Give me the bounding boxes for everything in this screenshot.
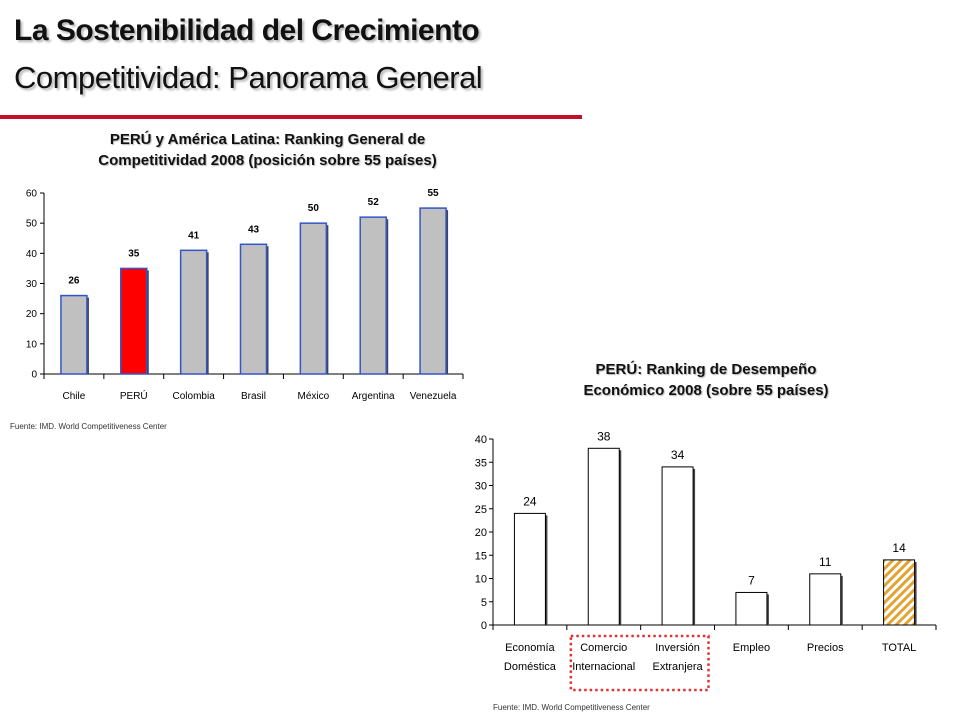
chart1-y-tick-label: 0 [31, 370, 37, 381]
chart1-bar [179, 249, 208, 375]
chart1-bar [239, 243, 268, 375]
chart2-bar [661, 466, 694, 626]
chart2-data-label: 34 [671, 448, 685, 462]
chart2-category-label: TOTAL [882, 642, 916, 654]
chart2-category-label: Empleo [733, 642, 770, 654]
chart2-y-tick-label: 0 [481, 620, 487, 632]
chart2-bar [587, 447, 620, 626]
chart1-title-line2: Competitividad 2008 (posición sobre 55 p… [98, 152, 437, 169]
chart1-data-label: 43 [248, 224, 260, 235]
chart1-source: Fuente: IMD. World Competitiveness Cente… [10, 422, 167, 431]
chart1-data-label: 35 [128, 248, 140, 259]
chart2-category-label: Inversión [655, 642, 700, 654]
chart2-title: PERÚ: Ranking de Desempeño Económico 200… [452, 359, 960, 401]
chart2-title-line2: Económico 2008 (sobre 55 países) [583, 382, 829, 399]
chart2-bar [735, 591, 768, 626]
chart2-data-label: 11 [819, 555, 832, 569]
chart1-category-label: Argentina [352, 391, 395, 402]
chart2-y-tick-label: 35 [475, 457, 487, 469]
chart1-title: PERÚ y América Latina: Ranking General d… [20, 129, 515, 171]
slide-title: La Sostenibilidad del Crecimiento [14, 14, 480, 47]
chart1-bar [359, 216, 387, 375]
chart1-data-label: 52 [368, 197, 380, 208]
chart2-y-tick-label: 30 [475, 481, 487, 493]
chart2-category-label: Precios [807, 642, 844, 654]
chart1-data-label: 50 [308, 203, 320, 214]
chart2-category-label: Internacional [572, 661, 635, 673]
chart2-data-label: 14 [892, 541, 906, 555]
chart1-y-tick-label: 50 [26, 219, 38, 230]
chart1-y-tick-label: 20 [26, 309, 38, 320]
chart1-data-label: 26 [68, 276, 80, 287]
chart1-category-label: México [298, 391, 330, 402]
chart1-data-label: 41 [188, 230, 200, 241]
chart1-title-line1: PERÚ y América Latina: Ranking General d… [109, 131, 426, 148]
chart1-y-tick-label: 10 [26, 339, 38, 350]
slide-subtitle: Competitividad: Panorama General [14, 60, 483, 95]
chart2-category-label: Extranjera [653, 661, 704, 673]
chart2-title-line1: PERÚ: Ranking de Desempeño [595, 361, 817, 378]
chart2-y-tick-label: 40 [475, 434, 487, 446]
chart2-y-tick-label: 25 [475, 504, 487, 516]
chart1-bar [299, 222, 328, 375]
chart2-data-label: 7 [748, 573, 755, 587]
chart1-y-tick-label: 40 [26, 249, 38, 260]
chart2-bar [883, 559, 916, 626]
chart2-data-label: 38 [597, 429, 611, 443]
chart1-category-label: Chile [63, 391, 86, 402]
chart2-y-tick-label: 15 [475, 550, 487, 562]
chart1-bar [419, 207, 447, 375]
chart1-category-label: Venezuela [410, 391, 457, 402]
chart2-y-tick-label: 10 [475, 574, 487, 586]
chart1-bar [120, 267, 148, 375]
chart1-category-label: PERÚ [120, 389, 148, 402]
chart1-data-label: 55 [428, 188, 440, 199]
chart1-category-label: Colombia [173, 391, 216, 402]
chart2-category-label: Doméstica [504, 661, 557, 673]
chart1-y-tick-label: 30 [26, 279, 38, 290]
title-divider [0, 115, 582, 119]
chart1-bar [60, 294, 88, 375]
chart2-y-tick-label: 5 [481, 597, 487, 609]
chart2-bar [513, 512, 546, 626]
chart2-bar [809, 573, 842, 626]
chart2-y-tick-label: 20 [475, 527, 487, 539]
chart1-y-tick-label: 60 [26, 189, 38, 200]
chart1-category-label: Brasil [241, 391, 266, 402]
chart2-category-label: Economía [505, 642, 555, 654]
chart2-source: Fuente: IMD. World Competitiveness Cente… [493, 703, 650, 712]
chart2-category-label: Comercio [580, 642, 627, 654]
chart2-highlight-box [569, 634, 710, 692]
chart2-data-label: 24 [523, 494, 537, 508]
